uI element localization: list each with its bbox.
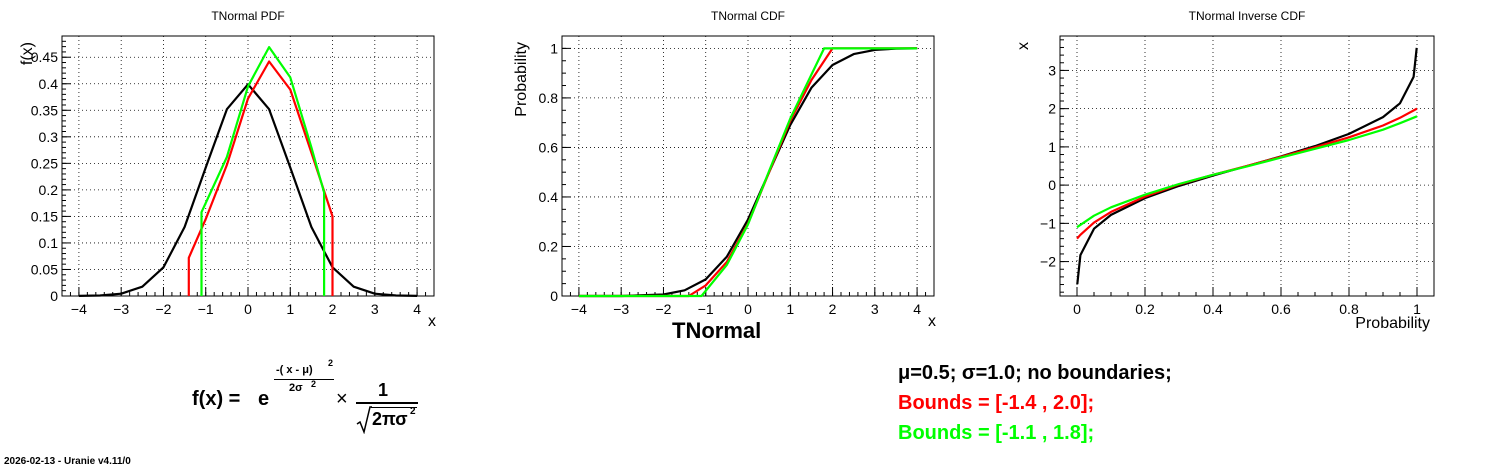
x-tick-label: −2 <box>655 301 671 317</box>
y-tick-label: 1 <box>550 40 558 56</box>
footer-stamp: 2026-02-13 - Uranie v4.11/0 <box>4 456 131 467</box>
legend-block: μ=0.5; σ=1.0; no boundaries; Bounds = [-… <box>898 358 1172 448</box>
x-tick-label: 0.2 <box>1135 301 1155 317</box>
y-tick-label: −2 <box>1040 254 1056 270</box>
y-tick-label: 1 <box>1048 139 1056 155</box>
series-line-3 <box>200 45 326 296</box>
chart-panel-2: TNormal CDF −4 −3 −2 −1 0 1 2 3 4 0 0.2 0.4 0.6 0.8 1 x P… <box>513 9 936 330</box>
formula-exp-numerator: -( x - μ) <box>276 364 313 376</box>
y-tick-label: 0.2 <box>539 238 559 254</box>
y-tick-label: 0.05 <box>31 261 58 277</box>
legend-line-bounds-green: Bounds = [-1.1 , 1.8]; <box>898 422 1095 444</box>
x-tick-label: 4 <box>413 301 421 317</box>
y-tick-label: 0.2 <box>39 182 59 198</box>
x-tick-label: 0 <box>1073 301 1081 317</box>
x-tick-label: −4 <box>71 301 87 317</box>
sqrt-overline <box>371 407 417 408</box>
y-tick-label: 0.6 <box>539 139 559 155</box>
y-axis-label: x <box>1015 42 1032 50</box>
legend-line-no-boundaries: μ=0.5; σ=1.0; no boundaries; <box>898 362 1172 384</box>
x-tick-label: 2 <box>829 301 837 317</box>
chart-title: TNormal CDF <box>711 9 785 23</box>
series-line-2 <box>187 60 334 296</box>
x-tick-label: 3 <box>871 301 879 317</box>
x-tick-label: −1 <box>698 301 714 317</box>
formula-times: × <box>336 388 348 410</box>
formula-exp-fraction-bar <box>274 379 334 380</box>
formula-frac-bar <box>356 402 418 404</box>
figure-label: TNormal <box>672 318 762 343</box>
y-tick-label: 0.25 <box>31 155 58 171</box>
x-tick-label: −2 <box>155 301 171 317</box>
series-line-3 <box>578 47 918 298</box>
x-tick-label: 1 <box>786 301 794 317</box>
x-axis-label: Probability <box>1355 315 1430 332</box>
formula-lhs: f(x) = <box>192 388 241 410</box>
y-tick-label: 0.45 <box>31 49 58 65</box>
x-tick-label: 0.8 <box>1339 301 1359 317</box>
formula-frac-numerator: 1 <box>378 380 389 400</box>
y-tick-label: 2 <box>1048 101 1056 117</box>
x-tick-label: 3 <box>371 301 379 317</box>
series-line-2 <box>1076 107 1418 240</box>
x-tick-label: 0 <box>244 301 252 317</box>
x-tick-label: −1 <box>198 301 214 317</box>
y-tick-label: 0.35 <box>31 102 58 118</box>
x-tick-label: 0 <box>744 301 752 317</box>
formula-frac-den-power: 2 <box>410 406 416 417</box>
chart-panel-1: TNormal PDF −4 −3 −2 −1 0 1 2 3 4 0 0.05 0.1 0.15 0.2 0… <box>19 9 436 330</box>
formula-exp-den-power: 2 <box>311 379 317 389</box>
y-axis-label: Probability <box>513 42 530 117</box>
legend-line-bounds-red: Bounds = [-1.4 , 2.0]; <box>898 392 1095 414</box>
y-tick-label: 0.1 <box>39 235 59 251</box>
y-axis-label: f(x) <box>19 42 36 65</box>
formula-exp-denominator: 2σ <box>289 382 303 394</box>
chart-title: TNormal PDF <box>211 9 284 23</box>
chart-title: TNormal Inverse CDF <box>1189 9 1306 23</box>
x-tick-label: 2 <box>329 301 337 317</box>
formula-exp-base: e <box>258 388 270 410</box>
x-axis-label: x <box>928 313 936 330</box>
y-tick-label: 0.4 <box>39 76 59 92</box>
x-tick-label: −4 <box>571 301 587 317</box>
y-tick-label: 0.15 <box>31 208 58 224</box>
x-tick-label: 0.6 <box>1271 301 1291 317</box>
x-tick-label: 0.4 <box>1203 301 1223 317</box>
x-tick-label: −3 <box>113 301 129 317</box>
x-tick-label: 4 <box>913 301 921 317</box>
y-tick-label: 0 <box>550 288 558 304</box>
y-tick-label: 0 <box>50 288 58 304</box>
x-tick-label: 1 <box>1413 301 1421 317</box>
y-tick-label: 0.4 <box>539 189 559 205</box>
x-tick-label: −3 <box>613 301 629 317</box>
series-line-3 <box>1076 115 1418 229</box>
x-tick-label: 1 <box>286 301 294 317</box>
y-tick-label: 0 <box>1048 177 1056 193</box>
y-tick-label: 0.8 <box>539 90 559 106</box>
pdf-formula: f(x) = e -( x - μ) 2 2σ 2 × 1 2πσ 2 <box>190 358 430 438</box>
x-axis-label: x <box>428 313 436 330</box>
y-tick-label: −1 <box>1040 215 1056 231</box>
formula-exp-num-power: 2 <box>328 358 334 368</box>
sqrt-symbol-icon <box>356 406 372 434</box>
y-tick-label: 0.3 <box>39 129 59 145</box>
chart-panel-3: TNormal Inverse CDF 0 0.2 0.4 0.6 0.8 1 −2 −1 0 1 2… <box>1015 9 1435 332</box>
plot-frame <box>1059 35 1435 297</box>
formula-frac-denominator: 2πσ <box>372 409 408 429</box>
y-tick-label: 3 <box>1048 62 1056 78</box>
